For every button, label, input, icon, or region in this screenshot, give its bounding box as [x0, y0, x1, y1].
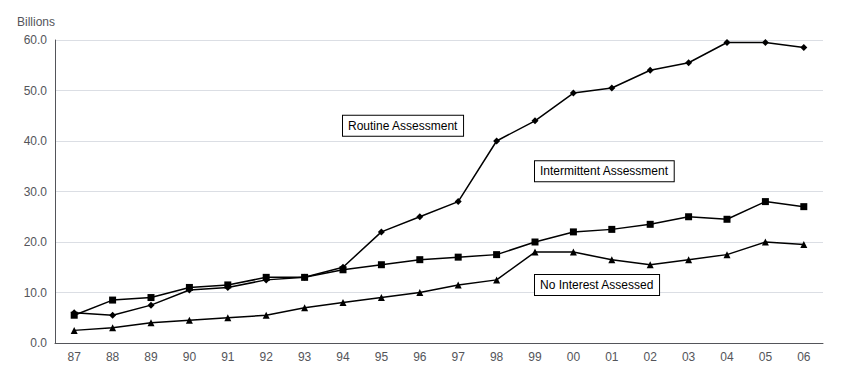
svg-text:0.0: 0.0: [30, 336, 47, 350]
svg-text:60.0: 60.0: [24, 33, 48, 47]
svg-text:96: 96: [413, 350, 427, 364]
svg-text:30.0: 30.0: [24, 185, 48, 199]
svg-text:93: 93: [298, 350, 312, 364]
svg-text:20.0: 20.0: [24, 235, 48, 249]
svg-text:No Interest Assessed: No Interest Assessed: [540, 278, 653, 292]
svg-text:92: 92: [260, 350, 274, 364]
svg-text:06: 06: [797, 350, 811, 364]
svg-text:50.0: 50.0: [24, 84, 48, 98]
svg-text:98: 98: [490, 350, 504, 364]
svg-text:02: 02: [644, 350, 658, 364]
svg-text:Routine Assessment: Routine Assessment: [348, 119, 458, 133]
svg-text:99: 99: [528, 350, 542, 364]
svg-text:04: 04: [720, 350, 734, 364]
svg-text:03: 03: [682, 350, 696, 364]
svg-text:94: 94: [336, 350, 350, 364]
svg-text:10.0: 10.0: [24, 286, 48, 300]
svg-text:05: 05: [759, 350, 773, 364]
svg-text:89: 89: [144, 350, 158, 364]
svg-text:Intermittent Assessment: Intermittent Assessment: [540, 164, 669, 178]
svg-text:Billions: Billions: [17, 15, 55, 29]
svg-text:00: 00: [567, 350, 581, 364]
svg-text:40.0: 40.0: [24, 134, 48, 148]
svg-text:87: 87: [68, 350, 82, 364]
svg-text:95: 95: [375, 350, 389, 364]
svg-text:88: 88: [106, 350, 120, 364]
svg-text:97: 97: [452, 350, 466, 364]
svg-text:01: 01: [605, 350, 619, 364]
svg-text:91: 91: [221, 350, 235, 364]
svg-text:90: 90: [183, 350, 197, 364]
